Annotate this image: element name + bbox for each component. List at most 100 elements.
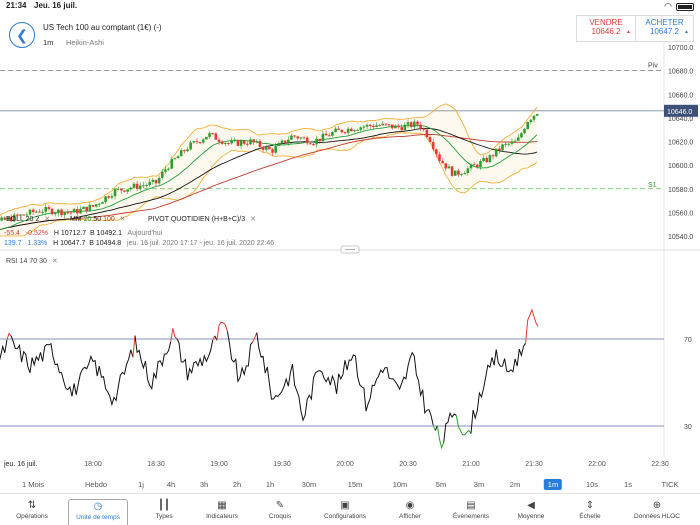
range-option[interactable]: 3h xyxy=(199,480,209,489)
mm-legend[interactable]: MM 20 50 100 ✕ xyxy=(70,215,126,223)
toolbar-button[interactable]: ◷ Unité de temps xyxy=(68,499,128,525)
time-tick-label: 18:30 xyxy=(147,461,165,468)
eye-icon: ◉ xyxy=(405,500,415,511)
range-option[interactable]: 1s xyxy=(624,480,632,489)
rsi-name: RSI xyxy=(6,258,18,265)
candle-body xyxy=(501,144,504,151)
range-option[interactable]: 1 Mois xyxy=(21,480,45,489)
buy-button[interactable]: ACHETER 10647.2 ▲ xyxy=(635,15,694,42)
range-option[interactable]: 5m xyxy=(435,480,447,489)
buy-price: 10647.2 xyxy=(650,27,679,36)
range-option[interactable]: 4h xyxy=(166,480,176,489)
candle-body xyxy=(211,133,214,135)
bollinger-band-fill xyxy=(0,103,538,236)
candle-body xyxy=(189,142,192,150)
close-icon[interactable]: ✕ xyxy=(51,258,58,265)
pivot-legend[interactable]: PIVOT QUOTIDIEN (H+B+C)/3 ✕ xyxy=(148,215,256,223)
status-bar: 21:34 Jeu. 16 juil. ◠ xyxy=(0,0,700,13)
toolbar-button[interactable]: ✎ Croquis xyxy=(250,499,310,525)
range-option[interactable]: Hebdo xyxy=(84,480,108,489)
range-option[interactable]: 2m xyxy=(509,480,521,489)
back-button[interactable]: ❮ xyxy=(9,22,35,48)
toolbar-button[interactable]: ▣ Configurations xyxy=(315,499,375,525)
rsi-30-label: 30 xyxy=(684,424,692,431)
toolbar-button[interactable]: ◉ Afficher xyxy=(380,499,440,525)
candle-body xyxy=(419,124,422,129)
candle-body xyxy=(63,212,66,216)
change-value: -55.4 xyxy=(4,230,20,237)
candle-body xyxy=(453,170,457,176)
close-icon[interactable]: ✕ xyxy=(119,216,126,223)
indicators-icon: ▦ xyxy=(217,500,227,511)
candle-body xyxy=(264,146,268,150)
toolbar-button[interactable]: ⇅ Opérations xyxy=(2,499,62,525)
toolbar-button[interactable]: ⇕ Échelle xyxy=(560,499,620,525)
mm-100: 100 xyxy=(103,216,115,223)
candle-body xyxy=(520,133,523,138)
candle-body xyxy=(441,161,444,164)
candle-body xyxy=(381,123,385,126)
toolbar-button[interactable]: ⊕ Données HLOC xyxy=(627,499,687,525)
range-option[interactable]: 30m xyxy=(301,480,317,489)
toolbar-button[interactable]: ▦ Indicateurs xyxy=(192,499,252,525)
candle-body xyxy=(94,204,98,207)
candle-body xyxy=(230,140,233,144)
candle-body xyxy=(387,124,391,126)
candle-body xyxy=(208,133,211,137)
toolbar-button[interactable]: ┃┃ Types xyxy=(134,499,194,525)
candle-body xyxy=(422,128,426,130)
candle-body xyxy=(75,208,79,214)
toolbar-button[interactable]: ▤ Évènements xyxy=(441,499,501,525)
time-tick-label: 18:00 xyxy=(84,461,102,468)
candle-body xyxy=(428,137,432,142)
current-price-label: 10646.0 xyxy=(667,109,692,116)
rsi-legend[interactable]: RSI 14 70 30 ✕ xyxy=(6,257,58,265)
candle-body xyxy=(476,164,479,168)
range-option[interactable]: 3m xyxy=(473,480,485,489)
range-option[interactable]: 1j xyxy=(138,480,144,489)
candle-body xyxy=(239,140,243,146)
price-tick-label: 10560.0 xyxy=(668,210,693,217)
candle-body xyxy=(353,130,356,132)
candle-body xyxy=(277,142,281,147)
chart-area[interactable]: 10700.0 10680.0 10660.0 10640.0 10620.0 10600… xyxy=(0,42,700,457)
time-axis: jeu. 16 juil. 18:00 18:30 19:00 19:30 20:00 2… xyxy=(0,458,700,470)
close-icon[interactable]: ✕ xyxy=(250,216,256,223)
range-option[interactable]: 1h xyxy=(265,480,275,489)
instrument-title[interactable]: US Tech 100 au comptant (1€) (-) xyxy=(43,23,162,32)
rsi-line xyxy=(470,342,527,434)
range-option[interactable]: 1m xyxy=(543,479,563,490)
range-option[interactable]: 10m xyxy=(392,480,408,489)
candle-body xyxy=(255,141,259,143)
boll-name: BOLL xyxy=(6,216,24,223)
s1-label: S1 xyxy=(648,182,657,189)
candle-body xyxy=(331,132,334,136)
candle-body xyxy=(384,123,388,125)
pivot-name: PIVOT xyxy=(148,216,169,223)
range-option[interactable]: TICK xyxy=(661,480,679,489)
price-tick-label: 10700.0 xyxy=(668,45,693,52)
candle-body xyxy=(198,142,202,144)
time-tick-label: 21:30 xyxy=(525,461,543,468)
candle-body xyxy=(214,133,218,140)
change-pct: -0.52% xyxy=(25,230,48,237)
range-option[interactable]: 10s xyxy=(585,480,599,489)
sell-button[interactable]: VENDRE 10646.2 ▲ xyxy=(576,15,635,42)
candles-icon: ┃┃ xyxy=(157,500,171,511)
period-label: jeu. 16 juil. 2020 17:17 - jeu. 16 juil.… xyxy=(127,240,275,247)
boll-legend[interactable]: BOLL 20 2 ✕ xyxy=(6,215,50,223)
candle-body xyxy=(12,214,16,222)
candle-body xyxy=(529,119,533,123)
time-tick-label: 19:30 xyxy=(273,461,291,468)
candle-body xyxy=(246,143,249,145)
change-pct: 1.33% xyxy=(27,240,48,247)
toolbar-button[interactable]: ◀ Moyenne xyxy=(501,499,561,525)
bollinger-upper-line xyxy=(0,103,538,217)
range-option[interactable]: 2h xyxy=(232,480,242,489)
timeframe-label: 1m xyxy=(43,38,54,47)
moving-average-50-line xyxy=(0,127,538,231)
close-icon[interactable]: ✕ xyxy=(44,216,51,223)
candle-body xyxy=(116,188,120,190)
rsi-line xyxy=(0,339,8,361)
range-option[interactable]: 15m xyxy=(347,480,363,489)
